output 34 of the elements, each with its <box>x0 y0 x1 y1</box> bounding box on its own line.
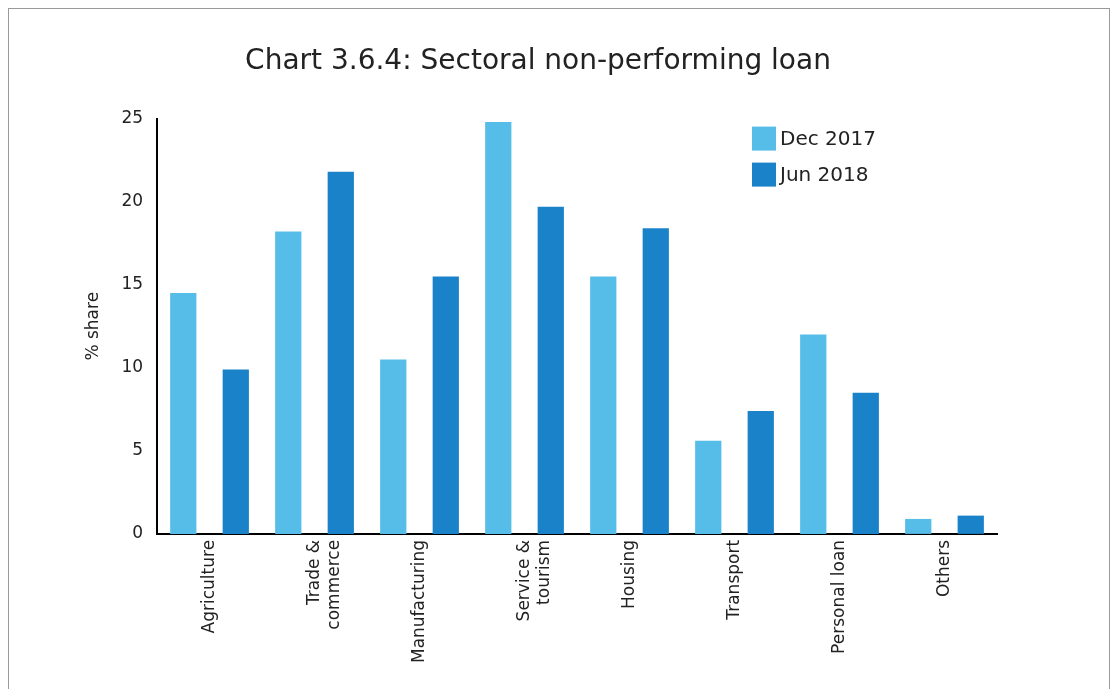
legend-label: Jun 2018 <box>778 161 869 186</box>
x-tick-label: Trade & commerce <box>302 539 344 630</box>
bar <box>327 171 354 534</box>
x-tick-label: Housing <box>617 539 638 610</box>
bar <box>537 206 564 534</box>
y-tick-label: 25 <box>121 107 144 128</box>
y-tick-label: 0 <box>132 522 144 543</box>
bar <box>432 276 459 534</box>
x-tick-label: Transport <box>722 539 743 621</box>
y-axis-title: % share <box>81 291 102 361</box>
bar <box>695 440 722 534</box>
x-tick-label: Agriculture <box>197 539 218 634</box>
legend-label: Dec 2017 <box>780 125 876 150</box>
bar <box>222 369 249 534</box>
bar <box>905 518 932 534</box>
bar <box>485 121 512 534</box>
bar <box>957 515 984 534</box>
bar <box>642 228 669 534</box>
bar <box>747 410 774 534</box>
bar <box>275 231 302 534</box>
y-tick-label: 10 <box>121 356 144 377</box>
bar <box>380 359 407 534</box>
y-tick-label: 20 <box>121 190 144 211</box>
chart-title: Chart 3.6.4: Sectoral non-performing loan <box>245 43 831 77</box>
y-tick-label: 5 <box>132 439 144 460</box>
bar <box>170 293 197 534</box>
bar <box>852 392 879 534</box>
bar <box>590 276 617 534</box>
bar <box>800 334 827 534</box>
x-tick-label: Service & tourism <box>512 539 554 622</box>
x-tick-label: Manufacturing <box>407 539 428 664</box>
x-tick-label: Personal loan <box>827 539 848 654</box>
y-tick-label: 15 <box>121 273 144 294</box>
x-tick-label: Others <box>932 539 953 598</box>
